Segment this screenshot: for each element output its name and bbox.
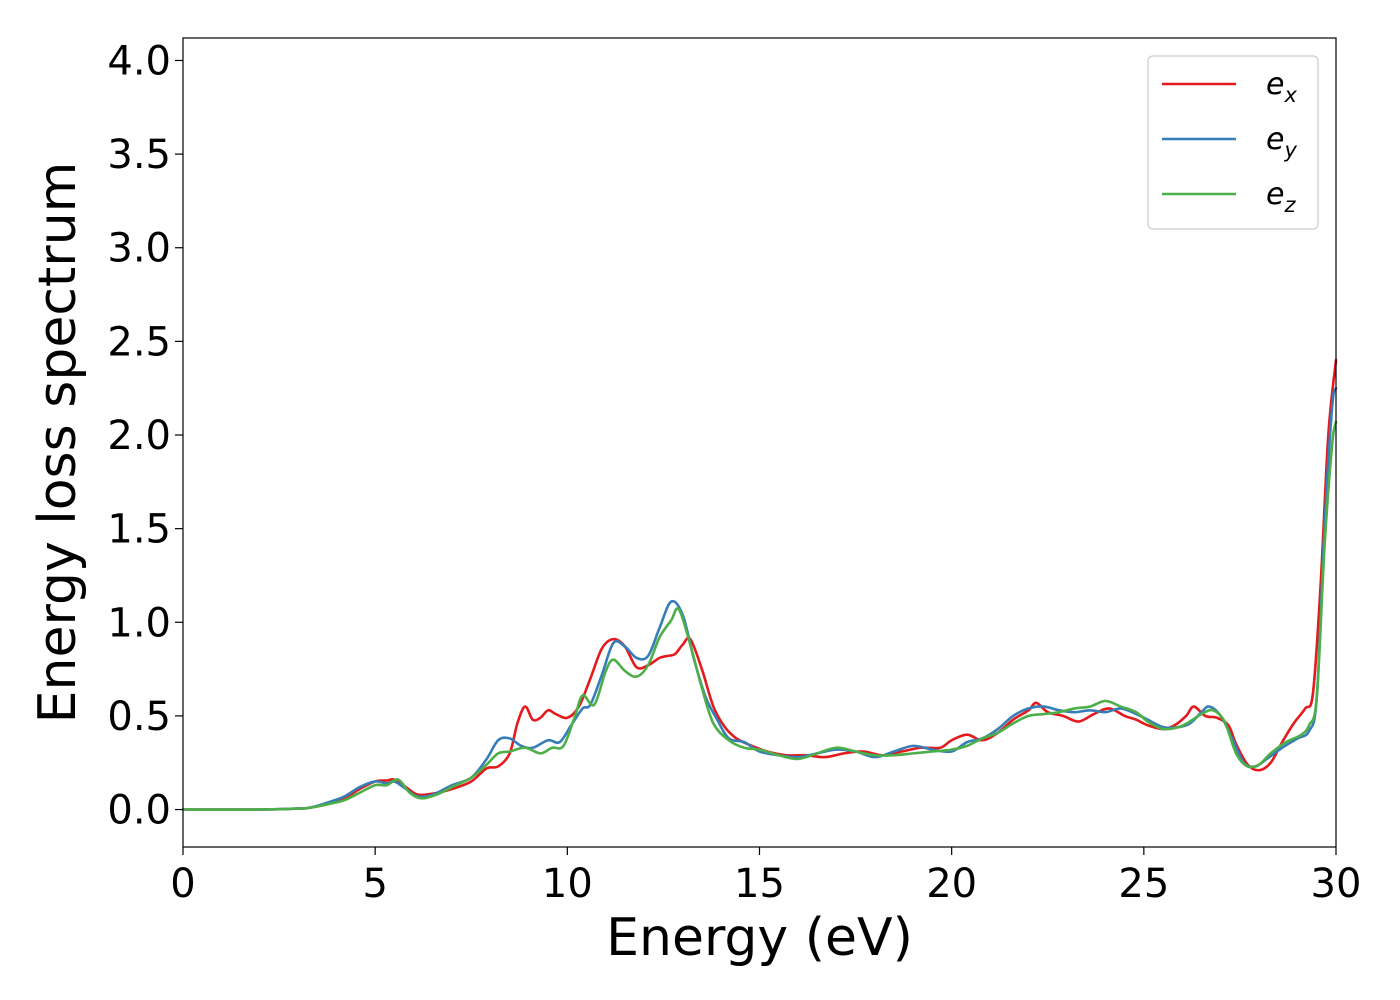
y-axis: 0.0 0.5 1.0 1.5 2.0 2.5 3.0 3.5 4.0: [107, 38, 183, 834]
legend-label: ey: [1266, 122, 1297, 162]
series-layer: [181, 358, 1338, 811]
x-tick-label: 0: [170, 861, 195, 907]
y-tick-label: 3.0: [107, 226, 171, 272]
x-axis: 0 5 10 15 20 25 30: [170, 847, 1361, 907]
legend: ex ey ez: [1147, 55, 1319, 230]
y-tick-label: 1.0: [107, 600, 171, 646]
x-tick-label: 25: [1118, 861, 1169, 907]
x-axis-title: Energy (eV): [606, 908, 913, 968]
y-tick-label: 2.5: [107, 319, 171, 365]
x-tick-label: 5: [362, 861, 387, 907]
legend-label: ex: [1266, 67, 1297, 107]
series-line-e-z: [181, 420, 1338, 811]
y-tick-label: 3.5: [107, 132, 171, 178]
legend-label: ez: [1266, 177, 1296, 217]
x-tick-label: 30: [1311, 861, 1362, 907]
y-axis-title: Energy loss spectrum: [28, 162, 88, 724]
x-tick-label: 15: [734, 861, 785, 907]
legend-box: [1147, 55, 1319, 230]
y-tick-label: 0.5: [107, 694, 171, 740]
y-tick-label: 2.0: [107, 413, 171, 459]
y-tick-label: 1.5: [107, 507, 171, 553]
x-tick-label: 20: [926, 861, 977, 907]
y-tick-label: 4.0: [107, 38, 171, 84]
x-tick-label: 10: [542, 861, 593, 907]
y-tick-label: 0.0: [107, 788, 171, 834]
